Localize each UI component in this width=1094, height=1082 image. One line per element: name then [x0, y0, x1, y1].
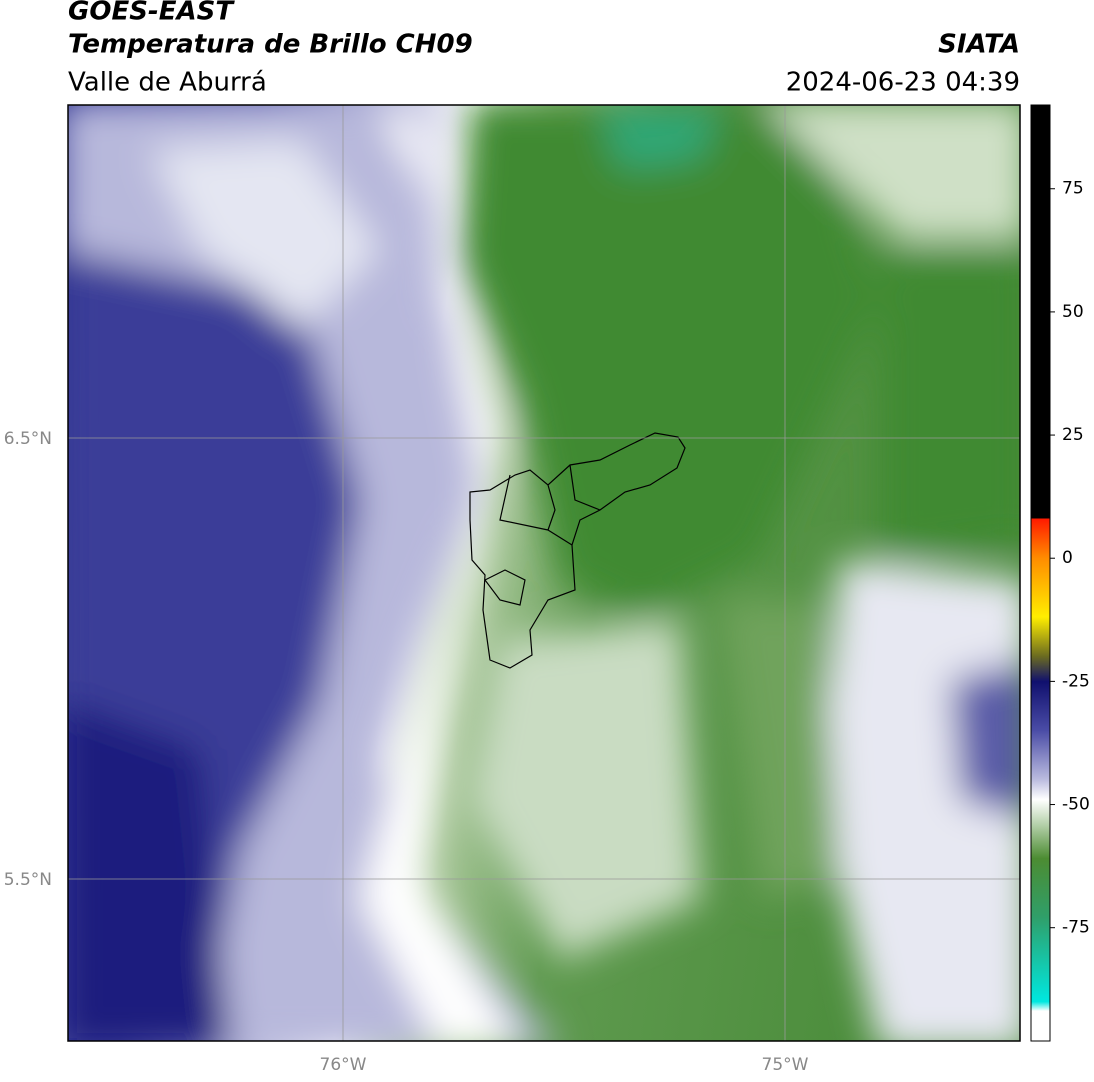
- colorbar-tick-label: -25: [1062, 671, 1090, 691]
- colorbar-tick-label: 25: [1062, 425, 1084, 445]
- colorbar-tick-label: 0: [1062, 548, 1073, 568]
- timestamp: 2024-06-23 04:39: [786, 68, 1020, 98]
- lon-label: 76°W: [320, 1055, 367, 1075]
- colorbar: [1030, 104, 1051, 1042]
- source: SIATA: [938, 30, 1020, 60]
- subtitle: Temperatura de Brillo CH09: [68, 30, 473, 60]
- valley-boundary: [469, 432, 686, 669]
- map-frame: [67, 104, 1021, 1042]
- lat-label: 5.5°N: [4, 870, 52, 890]
- satellite-image: [68, 105, 1020, 1041]
- colorbar-tick-label: -75: [1062, 918, 1090, 938]
- lon-label: 75°W: [762, 1055, 809, 1075]
- region: Valle de Aburrá: [68, 68, 267, 98]
- colorbar-tick-label: 75: [1062, 179, 1084, 199]
- colorbar-tick-label: -50: [1062, 795, 1090, 815]
- title: GOES-EAST: [68, 0, 235, 27]
- colorbar-tick-label: 50: [1062, 302, 1084, 322]
- lat-label: 6.5°N: [4, 429, 52, 449]
